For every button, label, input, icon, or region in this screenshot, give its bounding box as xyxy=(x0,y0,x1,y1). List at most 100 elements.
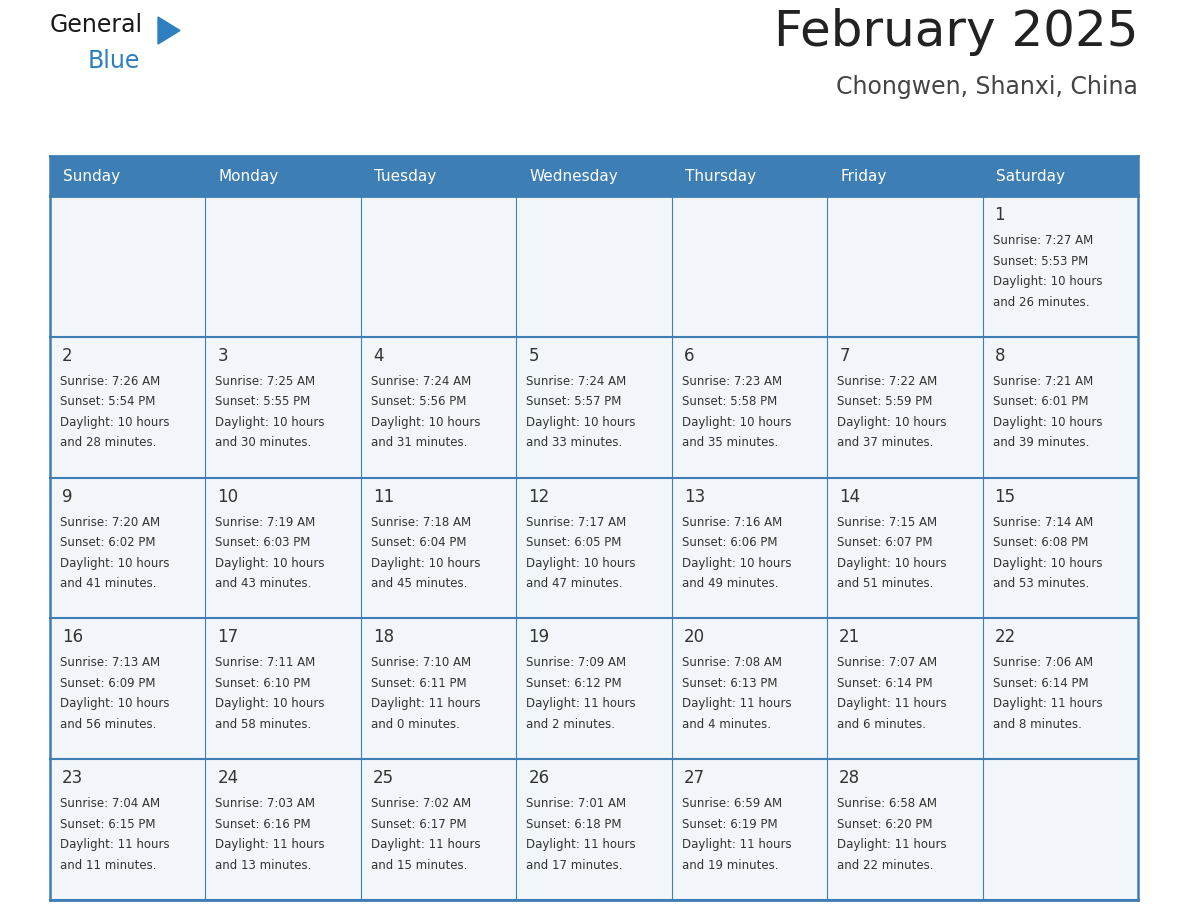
Text: Daylight: 11 hours: Daylight: 11 hours xyxy=(526,698,636,711)
Text: and 13 minutes.: and 13 minutes. xyxy=(215,858,311,872)
Text: and 22 minutes.: and 22 minutes. xyxy=(838,858,934,872)
Text: Sunrise: 7:24 AM: Sunrise: 7:24 AM xyxy=(526,375,626,387)
Bar xyxy=(517,196,671,337)
Bar xyxy=(671,156,827,196)
Bar xyxy=(361,619,517,759)
Text: and 30 minutes.: and 30 minutes. xyxy=(215,436,311,449)
Text: and 56 minutes.: and 56 minutes. xyxy=(61,718,157,731)
Text: Sunset: 6:09 PM: Sunset: 6:09 PM xyxy=(61,677,156,690)
Text: Thursday: Thursday xyxy=(684,169,756,184)
Bar xyxy=(50,619,206,759)
Text: and 39 minutes.: and 39 minutes. xyxy=(992,436,1089,449)
Text: 26: 26 xyxy=(529,769,549,788)
Bar xyxy=(206,156,361,196)
Text: Sunset: 6:01 PM: Sunset: 6:01 PM xyxy=(992,396,1088,409)
Text: 11: 11 xyxy=(373,487,394,506)
Text: Sunrise: 7:13 AM: Sunrise: 7:13 AM xyxy=(61,656,160,669)
Bar xyxy=(206,477,361,619)
Text: 1: 1 xyxy=(994,206,1005,224)
Text: and 51 minutes.: and 51 minutes. xyxy=(838,577,934,590)
Text: Daylight: 10 hours: Daylight: 10 hours xyxy=(61,698,170,711)
Text: Daylight: 11 hours: Daylight: 11 hours xyxy=(992,698,1102,711)
Text: and 53 minutes.: and 53 minutes. xyxy=(992,577,1089,590)
Text: 3: 3 xyxy=(217,347,228,364)
Text: Daylight: 10 hours: Daylight: 10 hours xyxy=(371,556,480,569)
Text: Daylight: 10 hours: Daylight: 10 hours xyxy=(838,416,947,429)
Text: Sunrise: 7:24 AM: Sunrise: 7:24 AM xyxy=(371,375,472,387)
Text: Daylight: 10 hours: Daylight: 10 hours xyxy=(61,556,170,569)
Bar xyxy=(361,759,517,900)
Text: Sunrise: 7:18 AM: Sunrise: 7:18 AM xyxy=(371,516,470,529)
Text: 16: 16 xyxy=(62,629,83,646)
Text: Daylight: 11 hours: Daylight: 11 hours xyxy=(682,698,791,711)
Text: Daylight: 10 hours: Daylight: 10 hours xyxy=(992,556,1102,569)
Text: Sunrise: 7:04 AM: Sunrise: 7:04 AM xyxy=(61,797,160,811)
Text: Sunset: 6:11 PM: Sunset: 6:11 PM xyxy=(371,677,467,690)
Text: Sunset: 6:03 PM: Sunset: 6:03 PM xyxy=(215,536,311,549)
Bar xyxy=(517,156,671,196)
Bar xyxy=(827,759,982,900)
Text: Sunrise: 7:14 AM: Sunrise: 7:14 AM xyxy=(992,516,1093,529)
Text: and 17 minutes.: and 17 minutes. xyxy=(526,858,623,872)
Text: Sunrise: 7:19 AM: Sunrise: 7:19 AM xyxy=(215,516,316,529)
Text: Daylight: 10 hours: Daylight: 10 hours xyxy=(215,556,326,569)
Text: Sunset: 6:14 PM: Sunset: 6:14 PM xyxy=(838,677,933,690)
Bar xyxy=(827,156,982,196)
Text: 19: 19 xyxy=(529,629,549,646)
Text: and 43 minutes.: and 43 minutes. xyxy=(215,577,311,590)
Text: Sunrise: 7:23 AM: Sunrise: 7:23 AM xyxy=(682,375,782,387)
Text: 22: 22 xyxy=(994,629,1016,646)
Text: Daylight: 11 hours: Daylight: 11 hours xyxy=(61,838,170,851)
Text: Daylight: 10 hours: Daylight: 10 hours xyxy=(682,416,791,429)
Bar xyxy=(206,619,361,759)
Text: 9: 9 xyxy=(62,487,72,506)
Text: and 19 minutes.: and 19 minutes. xyxy=(682,858,778,872)
Text: and 33 minutes.: and 33 minutes. xyxy=(526,436,623,449)
Text: 8: 8 xyxy=(994,347,1005,364)
Text: Sunrise: 7:07 AM: Sunrise: 7:07 AM xyxy=(838,656,937,669)
Text: Sunset: 5:54 PM: Sunset: 5:54 PM xyxy=(61,396,156,409)
Text: Daylight: 10 hours: Daylight: 10 hours xyxy=(682,556,791,569)
Bar xyxy=(361,196,517,337)
Text: Sunset: 6:14 PM: Sunset: 6:14 PM xyxy=(992,677,1088,690)
Text: and 28 minutes.: and 28 minutes. xyxy=(61,436,157,449)
Text: 15: 15 xyxy=(994,487,1016,506)
Text: Sunrise: 7:27 AM: Sunrise: 7:27 AM xyxy=(992,234,1093,247)
Text: Sunrise: 7:08 AM: Sunrise: 7:08 AM xyxy=(682,656,782,669)
Text: Wednesday: Wednesday xyxy=(530,169,618,184)
Bar xyxy=(206,196,361,337)
Bar xyxy=(982,156,1138,196)
Text: Sunrise: 7:15 AM: Sunrise: 7:15 AM xyxy=(838,516,937,529)
Text: Saturday: Saturday xyxy=(996,169,1064,184)
Bar xyxy=(827,477,982,619)
Text: Sunrise: 7:10 AM: Sunrise: 7:10 AM xyxy=(371,656,470,669)
Text: Daylight: 11 hours: Daylight: 11 hours xyxy=(371,838,480,851)
Text: 4: 4 xyxy=(373,347,384,364)
Bar xyxy=(827,196,982,337)
Text: Sunset: 6:06 PM: Sunset: 6:06 PM xyxy=(682,536,777,549)
Text: Sunrise: 6:58 AM: Sunrise: 6:58 AM xyxy=(838,797,937,811)
Text: and 26 minutes.: and 26 minutes. xyxy=(992,296,1089,308)
Text: Daylight: 10 hours: Daylight: 10 hours xyxy=(215,698,326,711)
Text: 20: 20 xyxy=(684,629,704,646)
Text: and 4 minutes.: and 4 minutes. xyxy=(682,718,771,731)
Bar xyxy=(982,337,1138,477)
Text: 27: 27 xyxy=(684,769,704,788)
Text: 13: 13 xyxy=(684,487,704,506)
Bar xyxy=(206,337,361,477)
Text: Sunrise: 7:16 AM: Sunrise: 7:16 AM xyxy=(682,516,782,529)
Text: Daylight: 10 hours: Daylight: 10 hours xyxy=(526,416,636,429)
Bar xyxy=(671,196,827,337)
Bar xyxy=(671,337,827,477)
Bar xyxy=(50,337,206,477)
Text: Tuesday: Tuesday xyxy=(374,169,436,184)
Text: 10: 10 xyxy=(217,487,239,506)
Text: Sunset: 6:17 PM: Sunset: 6:17 PM xyxy=(371,818,467,831)
Text: Sunset: 5:55 PM: Sunset: 5:55 PM xyxy=(215,396,311,409)
Text: Sunrise: 7:20 AM: Sunrise: 7:20 AM xyxy=(61,516,160,529)
Text: Sunrise: 7:02 AM: Sunrise: 7:02 AM xyxy=(371,797,470,811)
Text: 5: 5 xyxy=(529,347,539,364)
Text: and 49 minutes.: and 49 minutes. xyxy=(682,577,778,590)
Text: 17: 17 xyxy=(217,629,239,646)
Text: 21: 21 xyxy=(839,629,860,646)
